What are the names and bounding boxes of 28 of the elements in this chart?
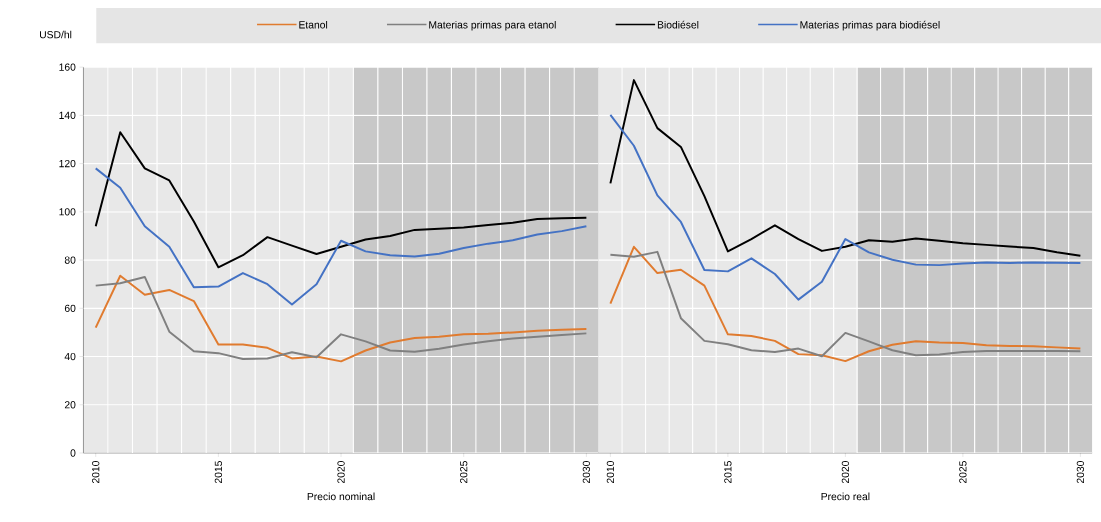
x-axis-title: Precio nominal: [307, 492, 375, 501]
x-tick-label: 2030: [582, 460, 591, 483]
legend-label: Etanol: [299, 20, 328, 29]
y-tick-label: 100: [59, 208, 76, 216]
x-tick-label: 2010: [92, 460, 100, 483]
y-tick-label: 20: [64, 401, 76, 409]
line-series: [94, 167, 588, 306]
x-tick-label: 2020: [337, 460, 345, 483]
x-axis-title: Precio real: [821, 492, 870, 501]
y-tick-label: 60: [64, 304, 76, 312]
y-tick-label: 40: [64, 352, 76, 361]
x-tick-label: 2030: [1076, 460, 1085, 483]
y-tick-label: 0: [70, 449, 76, 457]
legend-label: Biodiésel: [657, 20, 699, 29]
line-series: [94, 131, 588, 269]
x-tick-label: 2025: [959, 460, 967, 483]
x-tick-label: 2010: [606, 460, 615, 483]
y-axis-title: USD/hl: [40, 30, 72, 39]
y-tick-label: 140: [59, 111, 76, 119]
x-tick-label: 2015: [214, 460, 223, 483]
legend-label: Materias primas para biodiésel: [800, 20, 940, 31]
x-tick-label: 2015: [724, 460, 732, 483]
y-tick-label: 80: [64, 256, 76, 264]
y-tick-label: 120: [59, 159, 76, 168]
x-tick-label: 2020: [841, 460, 850, 483]
legend-label: Materias primas para etanol: [429, 20, 556, 31]
y-tick-label: 160: [59, 63, 76, 71]
x-tick-label: 2025: [460, 460, 468, 483]
